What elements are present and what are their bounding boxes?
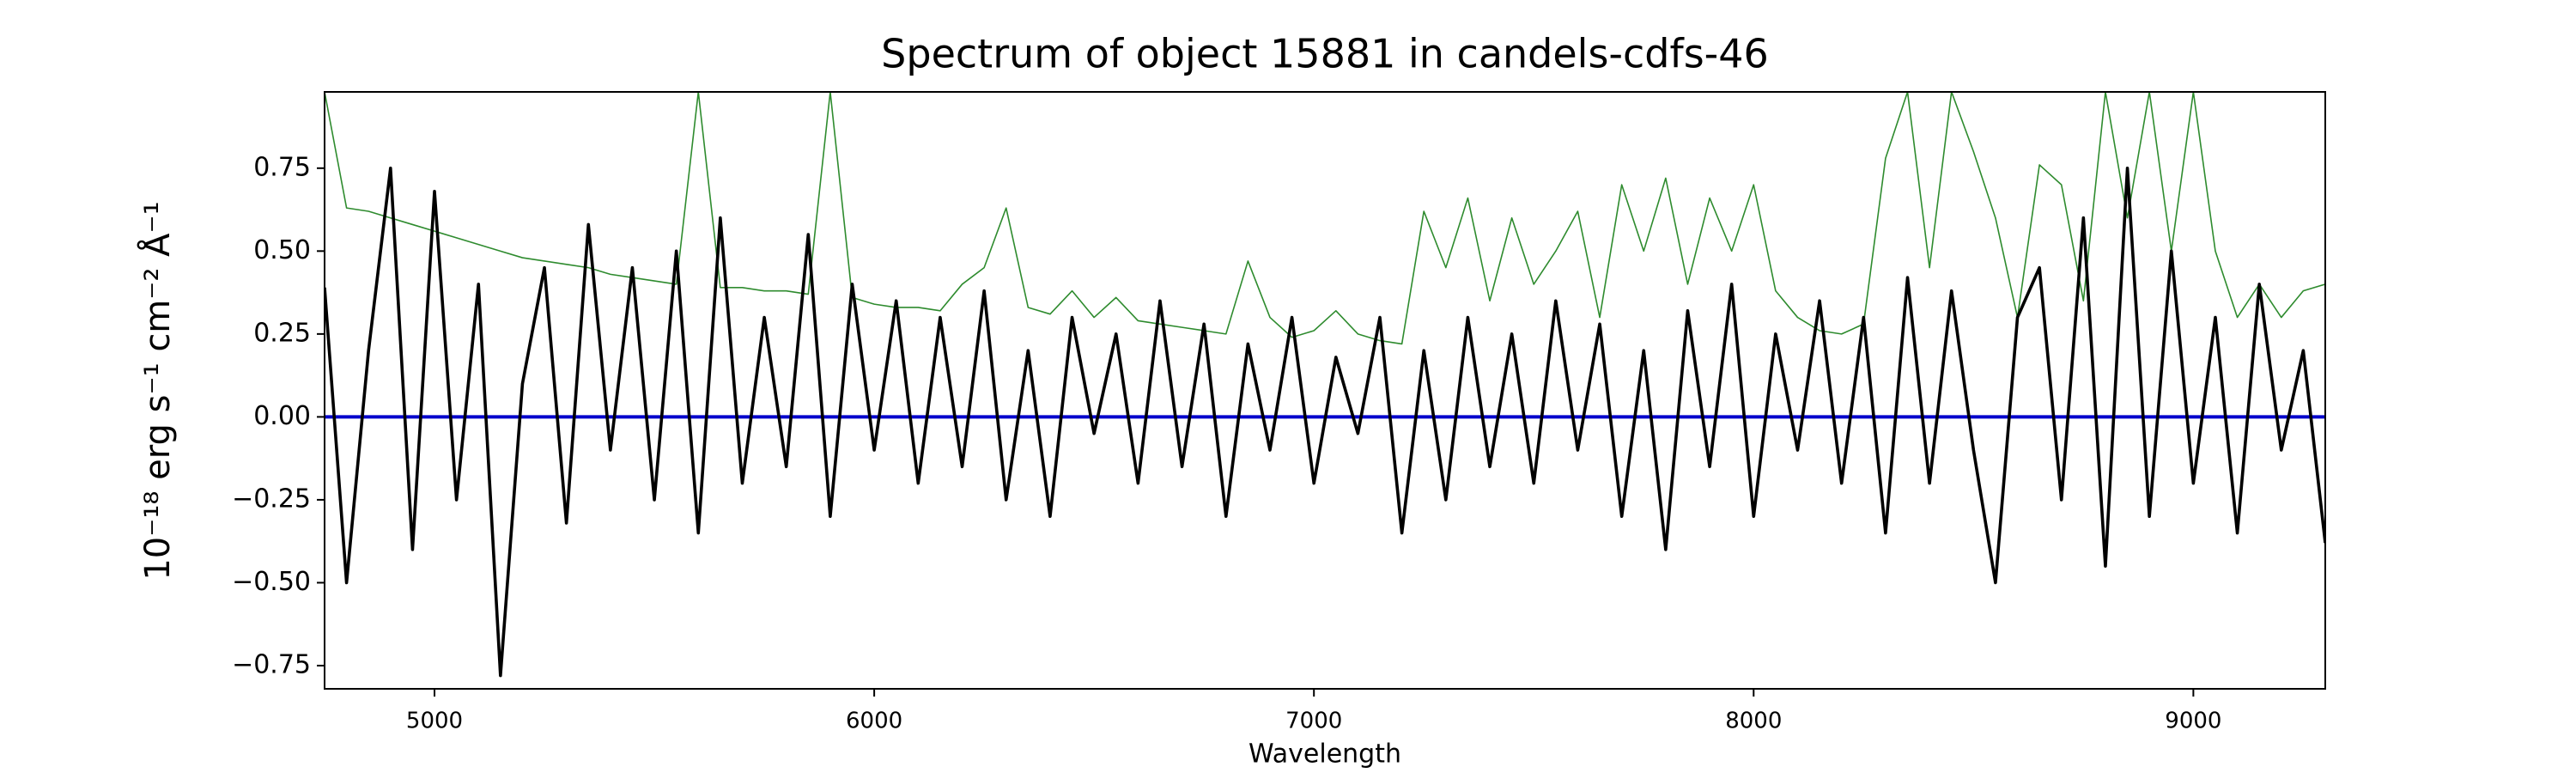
y-tick-label: 0.25 <box>253 318 311 348</box>
y-tick-label: 0.75 <box>253 152 311 182</box>
x-axis-label: Wavelength <box>1249 740 1401 770</box>
x-tick-label: 9000 <box>2165 709 2221 734</box>
x-tick-label: 6000 <box>846 709 902 734</box>
x-tick-label: 8000 <box>1725 709 1782 734</box>
spectrum-line <box>325 167 2325 678</box>
x-tick-label: 5000 <box>406 709 463 734</box>
y-tick-label: −0.50 <box>232 567 311 597</box>
chart-title: Spectrum of object 15881 in candels-cdfs… <box>881 31 1769 77</box>
spectrum-line <box>325 92 2325 345</box>
y-axis-label: 10⁻¹⁸ erg s⁻¹ cm⁻² Å⁻¹ <box>137 201 178 580</box>
y-tick-label: 0.00 <box>253 401 311 431</box>
y-tick-label: −0.75 <box>232 649 311 679</box>
y-tick-label: −0.25 <box>232 484 311 514</box>
plot-frame <box>324 91 2326 690</box>
plot-area <box>325 92 2325 678</box>
y-tick-label: 0.50 <box>253 235 311 265</box>
x-tick-label: 7000 <box>1285 709 1342 734</box>
